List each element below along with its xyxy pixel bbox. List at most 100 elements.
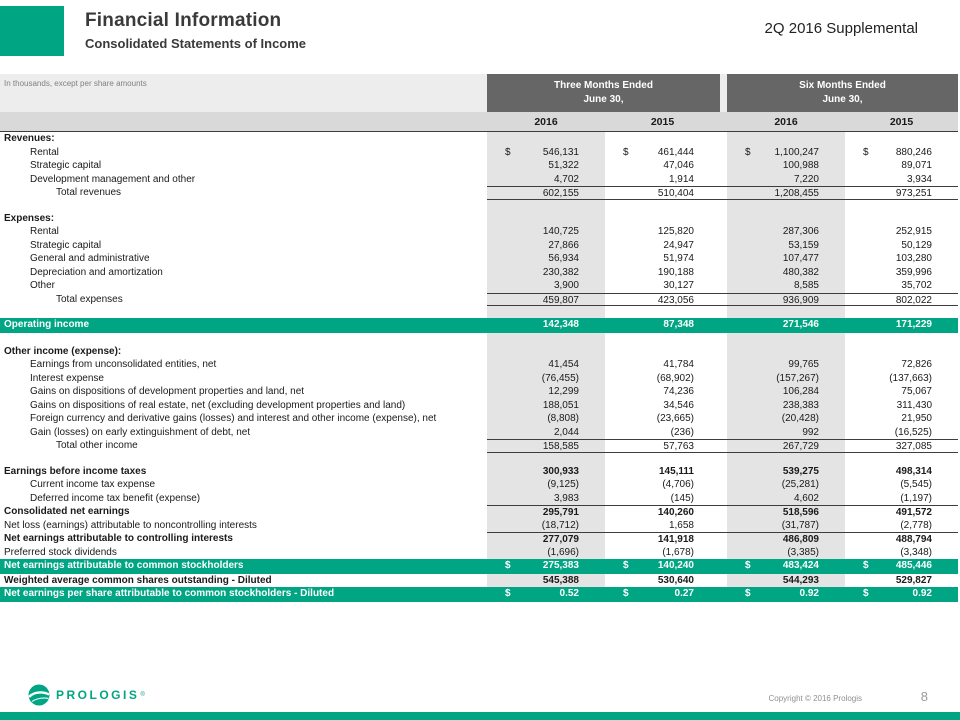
- table-row: Revenues:: [0, 132, 958, 146]
- cell-number: 158,585: [542, 441, 579, 452]
- cell-value: (3,385): [727, 545, 845, 559]
- prologis-logo: PROLOGIS ®: [28, 684, 145, 706]
- table-row: Rental 140,725 125,820 287,306 252,915: [0, 225, 958, 239]
- cell-number: 107,477: [782, 253, 819, 264]
- cell-value: [487, 211, 605, 225]
- table-row: Earnings before income taxes 300,933 145,1…: [0, 464, 958, 478]
- page-subtitle: Consolidated Statements of Income: [85, 36, 307, 51]
- cell-number: 51,322: [548, 160, 579, 171]
- cell-number: 3,934: [906, 173, 932, 185]
- bottom-accent-bar: [0, 712, 960, 720]
- cell-gap: [720, 532, 727, 546]
- cell-value: 802,022: [845, 292, 958, 306]
- row-label: Total revenues: [56, 187, 122, 198]
- cell-value: 2,044: [487, 425, 605, 439]
- row-label: Strategic capital: [30, 160, 102, 171]
- row-label: Other income (expense):: [4, 345, 122, 357]
- table-row: Gains on dispositions of real estate, ne…: [0, 398, 958, 413]
- cell-value: [605, 306, 720, 318]
- cell-value: [487, 132, 605, 146]
- row-label: Strategic capital: [30, 239, 102, 251]
- cell-value: 311,430: [845, 399, 958, 413]
- table-row: Other 3,900 30,127 8,585 35,702: [0, 279, 958, 293]
- table-row: Rental $546,131 $461,444 $1,100,247 $880,246: [0, 145, 958, 159]
- cell-value: (3,348): [845, 546, 958, 560]
- cell-value: 539,275: [727, 464, 845, 478]
- cell-gap: [720, 385, 727, 399]
- cell-value: 992: [727, 425, 845, 439]
- cell-value: $275,383: [487, 559, 605, 574]
- cell-number: 488,794: [895, 534, 932, 545]
- cell-value: 3,934: [845, 173, 958, 187]
- cell-value: [845, 132, 958, 146]
- cell-value: (157,267): [727, 371, 845, 385]
- cell-value: 8,585: [727, 279, 845, 293]
- table-row: Earnings from unconsolidated entities, n…: [0, 358, 958, 372]
- cell-number: 277,079: [542, 534, 579, 545]
- cell-value: [487, 452, 605, 465]
- cell-number: 275,383: [542, 560, 579, 571]
- table-row: [0, 452, 958, 465]
- year-header: 2016: [534, 115, 558, 128]
- table-header-band: In thousands, except per share amounts T…: [0, 74, 958, 112]
- cell-number: (145): [670, 492, 694, 504]
- cell-value: [605, 345, 720, 359]
- cell-gap: [720, 318, 727, 333]
- cell-number: 802,022: [895, 294, 932, 306]
- cell-value: (1,197): [845, 492, 958, 506]
- table-row: Depreciation and amortization 230,382 190,…: [0, 265, 958, 280]
- table-row: General and administrative 56,934 51,974 10…: [0, 252, 958, 266]
- cell-value: 47,046: [605, 159, 720, 173]
- row-label: Net earnings per share attributable to c…: [4, 588, 335, 599]
- cell-gap: [720, 159, 727, 173]
- cell-number: 142,348: [542, 319, 579, 330]
- row-label: Net earnings attributable to common stoc…: [4, 560, 244, 571]
- cell-value: (9,125): [487, 478, 605, 492]
- cell-number: 1,100,247: [774, 146, 820, 158]
- row-label: Operating income: [4, 319, 90, 330]
- cell-number: 12,299: [548, 386, 579, 397]
- cell-value: 125,820: [605, 225, 720, 239]
- cell-value: (8,808): [487, 412, 605, 426]
- row-label: Net earnings attributable to controlling…: [4, 533, 233, 544]
- cell-number: 546,131: [542, 146, 579, 158]
- cell-gap: [720, 358, 727, 372]
- cell-value: 57,763: [605, 439, 720, 453]
- cell-value: 74,236: [605, 385, 720, 399]
- row-label: Gains on dispositions of real estate, ne…: [30, 399, 406, 411]
- cell-number: 47,046: [663, 160, 694, 171]
- table-row: Total revenues 602,155 510,404 1,208,455 973…: [0, 186, 958, 200]
- cell-value: 27,866: [487, 238, 605, 252]
- table-row: Other income (expense):: [0, 344, 958, 359]
- row-label: Revenues:: [4, 133, 55, 144]
- cell-number: 8,585: [793, 280, 819, 291]
- cell-value: 158,585: [487, 439, 605, 453]
- cell-value: 544,293: [727, 573, 845, 587]
- cell-number: (68,902): [656, 372, 694, 384]
- cell-number: (5,545): [900, 479, 932, 490]
- row-label: Earnings before income taxes: [4, 465, 147, 477]
- column-group-gap: [720, 74, 727, 112]
- cell-value: [845, 345, 958, 359]
- cell-value: (137,663): [845, 372, 958, 386]
- row-label: Other: [30, 280, 56, 291]
- cell-value: 973,251: [845, 186, 958, 200]
- cell-value: 142,348: [487, 318, 605, 333]
- table-row: [0, 306, 958, 318]
- cell-gap: [720, 574, 727, 588]
- cell-number: 89,071: [901, 160, 932, 171]
- cell-number: 0.92: [912, 588, 932, 599]
- cell-number: 7,220: [793, 173, 819, 185]
- cell-number: 27,866: [548, 239, 579, 251]
- row-label: Development management and other: [30, 173, 196, 185]
- cell-value: $1,100,247: [727, 145, 845, 159]
- cell-value: 530,640: [605, 574, 720, 588]
- cell-value: 190,188: [605, 266, 720, 280]
- cell-number: 230,382: [542, 266, 579, 278]
- cell-value: 277,079: [487, 532, 605, 546]
- table-row: Deferred income tax benefit (expense) 3,9…: [0, 491, 958, 506]
- cell-number: (236): [670, 426, 694, 438]
- page-number: 8: [920, 689, 928, 704]
- table-row: Operating income 142,348 87,348 271,546 171,…: [0, 318, 958, 333]
- cell-number: 271,546: [782, 319, 819, 330]
